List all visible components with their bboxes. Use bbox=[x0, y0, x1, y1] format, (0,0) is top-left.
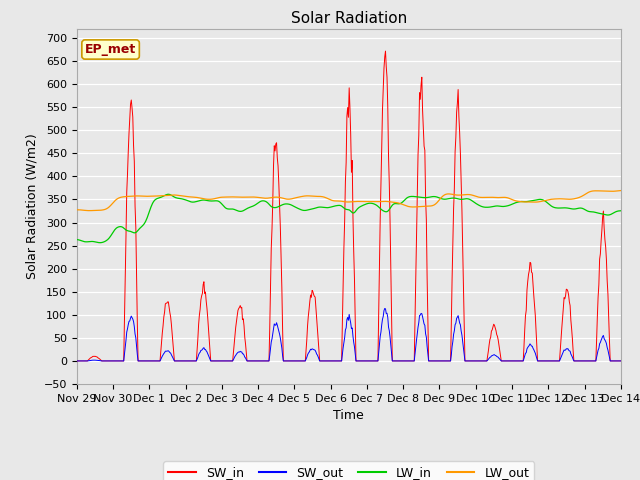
X-axis label: Time: Time bbox=[333, 409, 364, 422]
Title: Solar Radiation: Solar Radiation bbox=[291, 11, 407, 26]
Legend: SW_in, SW_out, LW_in, LW_out: SW_in, SW_out, LW_in, LW_out bbox=[163, 461, 534, 480]
Y-axis label: Solar Radiation (W/m2): Solar Radiation (W/m2) bbox=[25, 133, 38, 279]
Text: EP_met: EP_met bbox=[85, 43, 136, 56]
